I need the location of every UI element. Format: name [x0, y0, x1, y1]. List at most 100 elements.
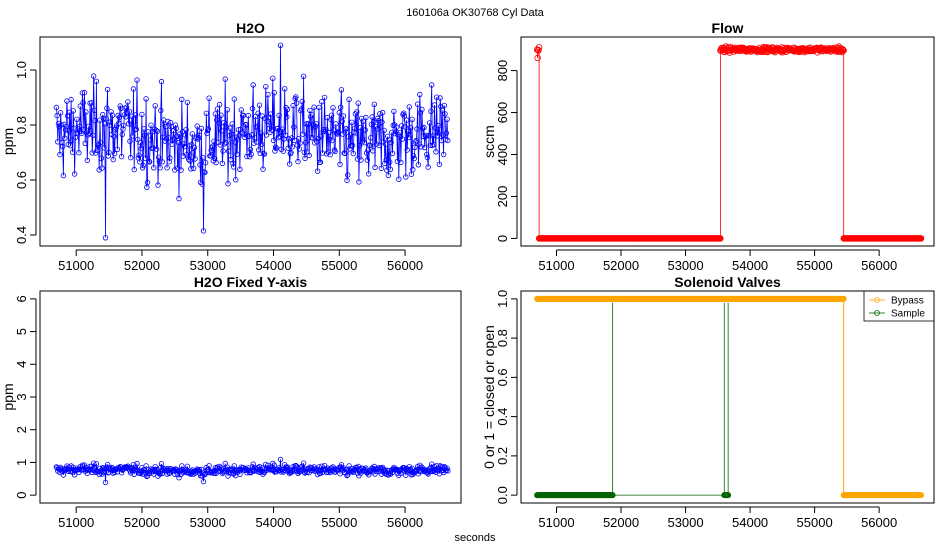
h2o-series-point [313, 121, 319, 127]
h2o-series-point [328, 112, 335, 118]
h2o-series-point [367, 142, 373, 149]
x-tick-label: 53000 [190, 258, 226, 273]
h2o-series-point [202, 471, 208, 478]
h2o-series-point [417, 110, 424, 116]
h2o-series-point [379, 119, 385, 125]
flow-series-point [917, 235, 925, 242]
h2o-series-point [182, 132, 188, 138]
h2o-series-point [159, 159, 165, 165]
h2o-series-point [384, 167, 390, 173]
h2o-series-point [293, 100, 300, 106]
x-tick-label: 54000 [255, 515, 291, 530]
plot-area [53, 456, 451, 486]
h2o-series-point [397, 129, 403, 136]
h2o-series-point [343, 126, 349, 132]
h2o-series-point [422, 144, 428, 151]
h2o-series-point [119, 131, 125, 138]
h2o-series-point [316, 104, 322, 111]
plot-frame [520, 36, 935, 247]
h2o-series-point [134, 460, 140, 467]
h2o-series-point [361, 139, 368, 146]
h2o-series-point [295, 158, 301, 165]
h2o-series-point [270, 460, 276, 467]
h2o-series-point [302, 155, 308, 162]
h2o-series-point [300, 460, 307, 466]
h2o-series-point [106, 122, 113, 128]
y-tick-label: 600 [495, 102, 510, 124]
h2o-series-point [314, 138, 320, 145]
h2o-series-point [330, 104, 336, 111]
h2o-series-point [280, 148, 286, 154]
h2o-series-point [344, 472, 350, 479]
y-tick-label: 0.6 [495, 368, 510, 386]
h2o-series-point [361, 136, 367, 143]
h2o-series-point [346, 96, 352, 103]
x-tick-label: 52000 [124, 258, 160, 273]
h2o-series-point [53, 104, 60, 111]
h2o-series-point [431, 102, 438, 108]
flow-series-point [717, 235, 724, 242]
h2o-series-point [69, 137, 75, 143]
h2o-series-point [117, 103, 123, 109]
h2o-series-point [171, 136, 177, 142]
h2o-series-point [166, 158, 172, 165]
h2o-series-point [355, 100, 361, 106]
h2o-series-point [433, 94, 440, 100]
h2o-series-point [250, 82, 256, 88]
h2o-series-point [249, 132, 255, 138]
h2o-series-point [221, 119, 227, 126]
h2o-series-point [144, 179, 151, 186]
plot-area [534, 295, 925, 499]
h2o-series-point [366, 472, 372, 478]
h2o-series-point [270, 137, 277, 144]
x-tick-label: 55000 [321, 515, 357, 530]
h2o-series-point [146, 158, 152, 164]
h2o-series-point [307, 107, 313, 114]
h2o-series-point [220, 148, 226, 154]
h2o-series-point [426, 120, 433, 126]
h2o-series-point [225, 148, 232, 154]
h2o-series-point [427, 142, 433, 148]
h2o-series-point [89, 150, 95, 156]
plot-frame [39, 290, 462, 504]
h2o-series-point [128, 121, 135, 127]
h2o-series-point [104, 462, 111, 468]
h2o-series-point [218, 128, 225, 134]
h2o-series-point [125, 120, 132, 127]
h2o-series-point [291, 124, 297, 130]
h2o-series-point [300, 73, 307, 79]
h2o-series-point [347, 132, 354, 138]
h2o-series-point [254, 124, 261, 130]
h2o-series-point [230, 164, 237, 170]
plot-frame [39, 36, 462, 247]
y-tick-label: 0.6 [14, 171, 29, 189]
h2o-series-point [218, 112, 224, 118]
y-tick-label: 0.4 [495, 408, 510, 426]
h2o-series-point [410, 166, 416, 173]
h2o-series-point [332, 148, 338, 155]
h2o-series-point [246, 133, 252, 139]
h2o-series-point [356, 142, 363, 149]
h2o-series-point [200, 228, 207, 234]
h2o-series-point [71, 171, 78, 177]
y-axis-label: 0 or 1 = closed or open [481, 325, 497, 469]
h2o-series-point [201, 169, 207, 175]
h2o-series-point [272, 144, 279, 150]
y-tick-label: 4 [14, 361, 29, 368]
h2o-series-point [181, 141, 187, 147]
h2o-series-point [310, 135, 316, 141]
h2o-series-point [126, 108, 132, 115]
h2o-series-point [99, 111, 106, 118]
bypass-series-point [918, 492, 925, 499]
h2o-series-point [380, 109, 386, 116]
h2o-series-point [287, 150, 293, 157]
h2o-series-point [116, 114, 123, 120]
h2o-series-point [151, 165, 157, 171]
h2o-series-point [195, 467, 202, 474]
h2o-series-point [107, 119, 114, 125]
h2o-series-point [88, 99, 95, 106]
h2o-series-point [403, 472, 409, 478]
h2o-series-point [125, 99, 131, 105]
h2o-series-point [102, 479, 109, 486]
h2o-series-point [410, 153, 417, 159]
